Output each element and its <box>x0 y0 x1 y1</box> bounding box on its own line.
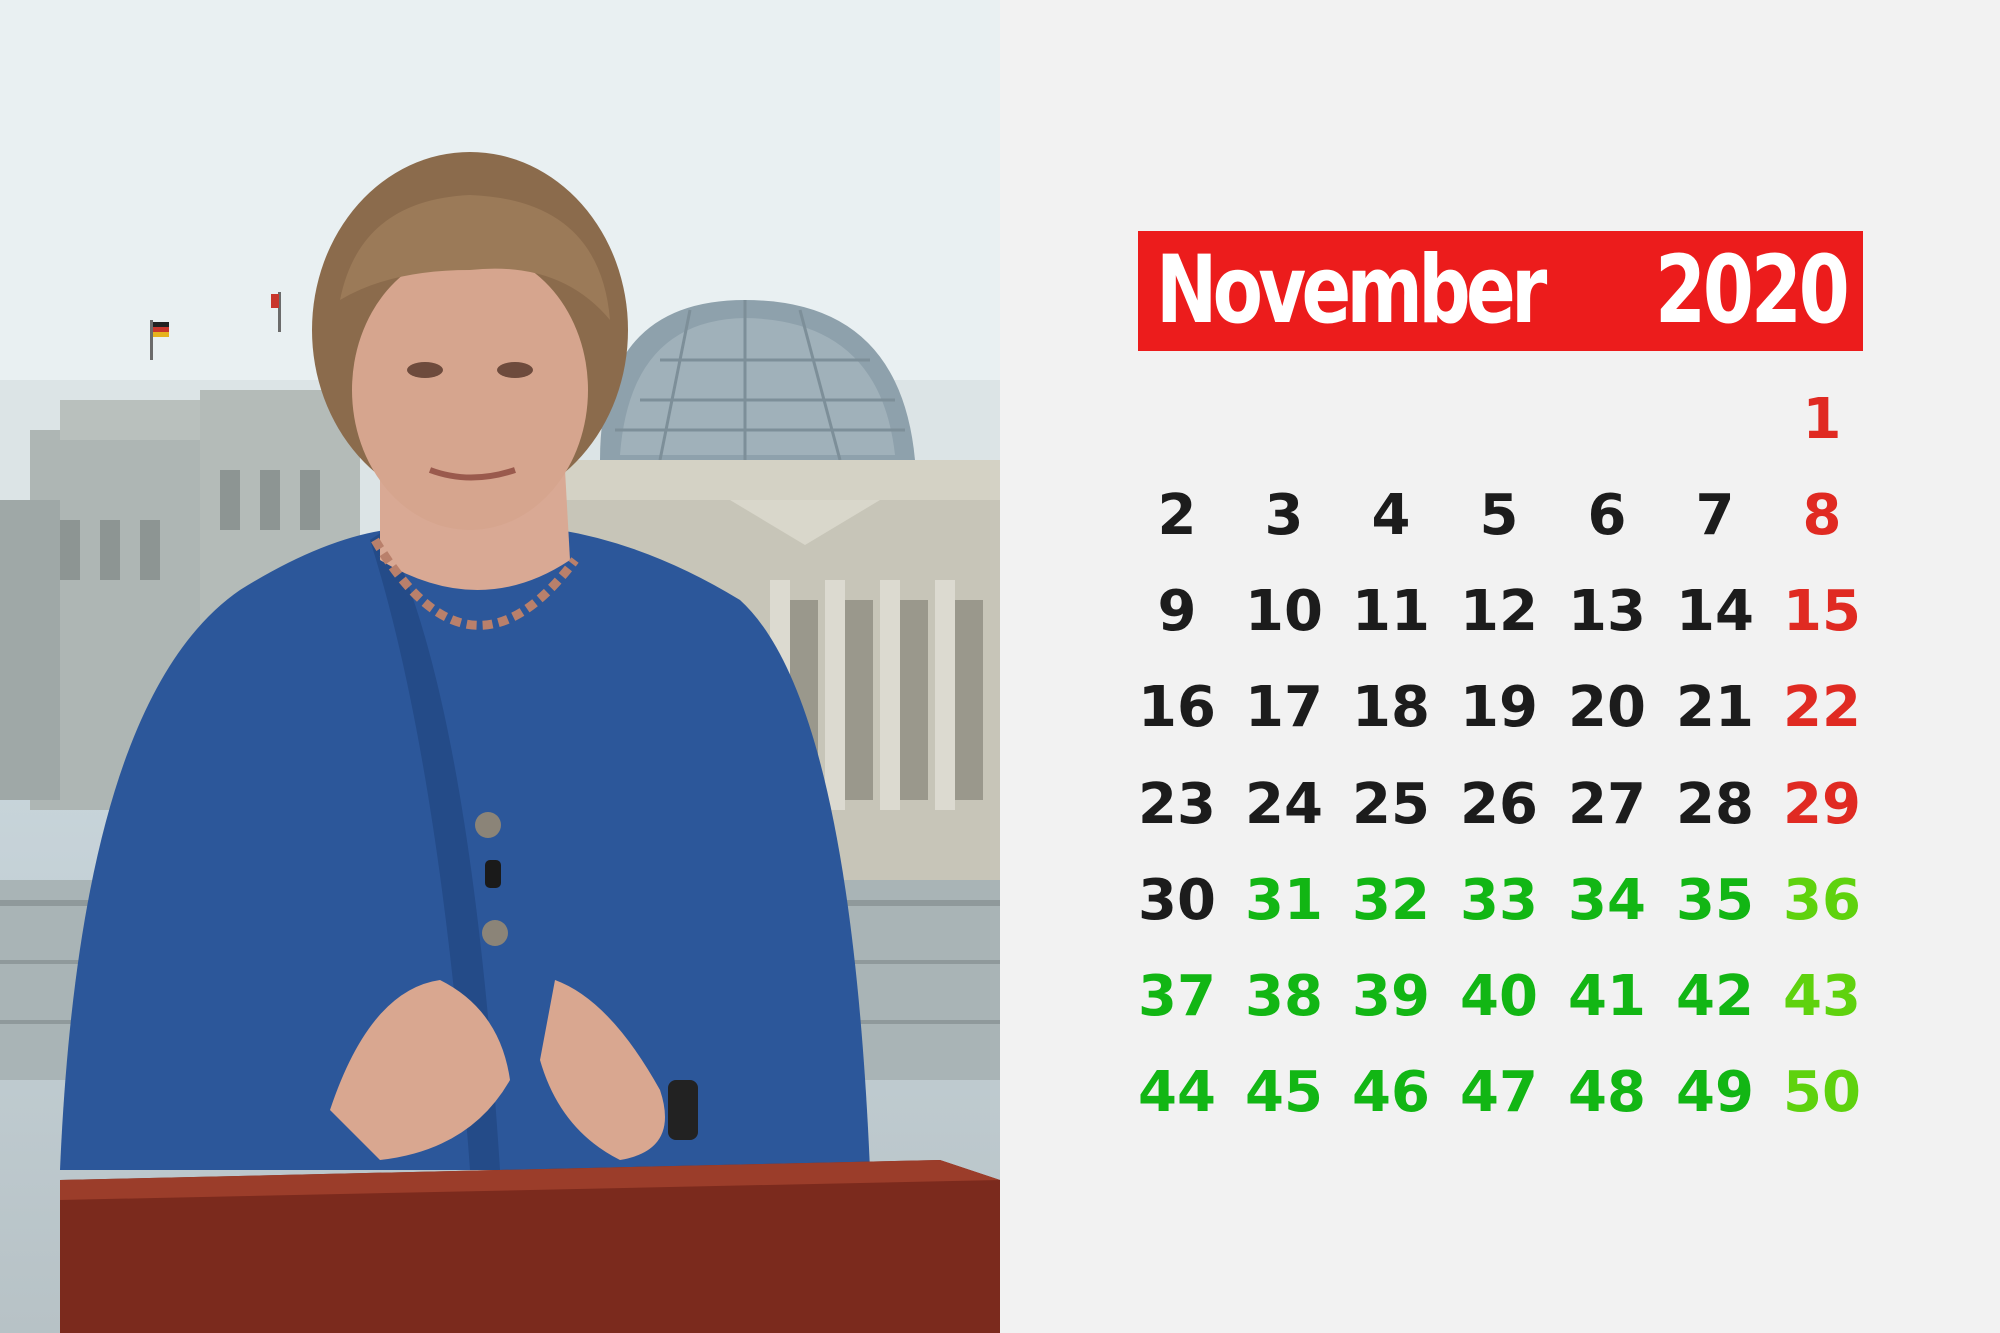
calendar-day: 4 <box>1371 483 1411 548</box>
calendar-day: 17 <box>1245 675 1323 740</box>
calendar-day: 5 <box>1479 483 1519 548</box>
reichstag-dome <box>600 300 915 461</box>
calendar-day: 50 <box>1783 1060 1861 1125</box>
calendar-day: 18 <box>1352 675 1430 740</box>
calendar-day: 29 <box>1783 772 1861 837</box>
calendar-day: 14 <box>1676 579 1754 644</box>
calendar-day: 42 <box>1676 964 1754 1029</box>
calendar-day: 27 <box>1568 772 1646 837</box>
flag-left <box>150 320 169 360</box>
calendar-day: 22 <box>1783 675 1861 740</box>
calendar-day: 32 <box>1352 868 1430 933</box>
calendar-panel: November 2020 1 2 3 4 5 6 7 8 9 10 11 12 13 14 15 16 17 1… <box>1000 0 2000 1333</box>
desk <box>60 1160 1000 1333</box>
year-label: 2020 <box>1655 236 1850 345</box>
calendar-day: 46 <box>1352 1060 1430 1125</box>
calendar-day: 49 <box>1676 1060 1754 1125</box>
calendar-grid: 1 2 3 4 5 6 7 8 9 10 11 12 13 14 15 16 17 18 19 20 21 22 23 24 2… <box>1000 0 2000 1333</box>
calendar-day: 7 <box>1695 483 1735 548</box>
calendar-day: 8 <box>1802 483 1842 548</box>
calendar-day: 40 <box>1460 964 1538 1029</box>
calendar-day: 10 <box>1245 579 1323 644</box>
calendar-day: 2 <box>1157 483 1197 548</box>
speaker-scene-illustration <box>0 152 1000 1333</box>
calendar-day: 26 <box>1460 772 1538 837</box>
calendar-day: 23 <box>1138 772 1216 837</box>
calendar-day: 24 <box>1245 772 1323 837</box>
calendar-day: 38 <box>1245 964 1323 1029</box>
month-label: November <box>1156 236 1547 345</box>
calendar-day: 44 <box>1138 1060 1216 1125</box>
calendar-day: 19 <box>1460 675 1538 740</box>
calendar-day: 15 <box>1783 579 1861 644</box>
calendar-day: 37 <box>1138 964 1216 1029</box>
calendar-day: 33 <box>1460 868 1538 933</box>
calendar-header: November 2020 <box>1138 231 1863 351</box>
calendar-day: 36 <box>1783 868 1861 933</box>
calendar-day: 47 <box>1460 1060 1538 1125</box>
calendar-day: 35 <box>1676 868 1754 933</box>
speaker-figure <box>60 152 870 1170</box>
calendar-day: 1 <box>1802 387 1842 452</box>
calendar-day: 28 <box>1676 772 1754 837</box>
speaker-photo <box>0 0 1000 1333</box>
calendar-day: 12 <box>1460 579 1538 644</box>
calendar-day: 6 <box>1587 483 1627 548</box>
calendar-day: 30 <box>1138 868 1216 933</box>
calendar-day: 20 <box>1568 675 1646 740</box>
calendar-day: 9 <box>1157 579 1197 644</box>
calendar-day: 16 <box>1138 675 1216 740</box>
calendar-day: 11 <box>1352 579 1430 644</box>
calendar-day: 25 <box>1352 772 1430 837</box>
calendar-day: 43 <box>1783 964 1861 1029</box>
calendar-day: 48 <box>1568 1060 1646 1125</box>
calendar-day: 13 <box>1568 579 1646 644</box>
calendar-day: 3 <box>1264 483 1304 548</box>
calendar-day: 21 <box>1676 675 1754 740</box>
flag-center <box>271 292 281 332</box>
calendar-day: 34 <box>1568 868 1646 933</box>
calendar-day: 41 <box>1568 964 1646 1029</box>
calendar-day: 39 <box>1352 964 1430 1029</box>
calendar-day: 45 <box>1245 1060 1323 1125</box>
calendar-day: 31 <box>1245 868 1323 933</box>
